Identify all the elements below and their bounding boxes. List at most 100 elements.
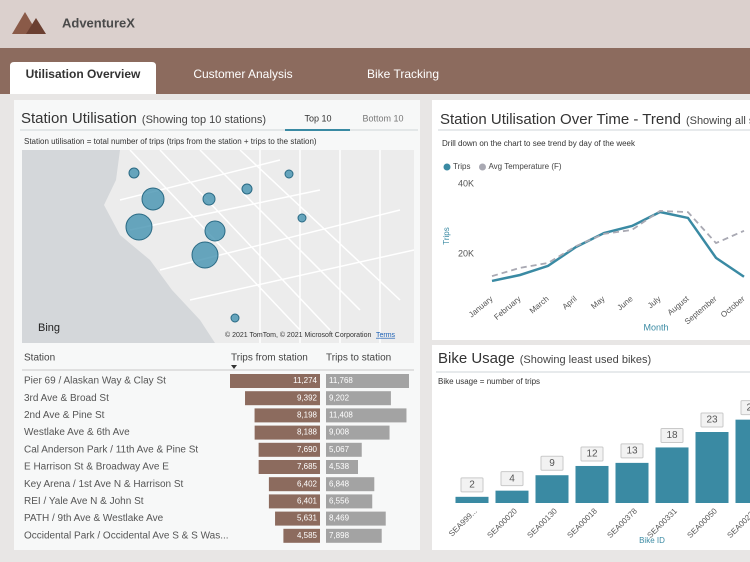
bar — [575, 465, 609, 503]
data-label: 12 — [586, 449, 598, 460]
bar — [326, 460, 359, 474]
bar-label: 9,202 — [329, 393, 350, 402]
bar — [326, 528, 382, 543]
column-header[interactable]: Trips from station — [231, 353, 308, 364]
bar — [326, 442, 362, 457]
bar-label: 7,685 — [297, 462, 318, 471]
bar — [455, 496, 489, 503]
data-label: 9 — [549, 458, 555, 469]
bar — [655, 447, 689, 503]
station-name: Pier 69 / Alaskan Way & Clay St — [24, 376, 166, 387]
bar-label: 8,198 — [297, 411, 318, 420]
bar-label: 5,631 — [297, 514, 318, 523]
panel — [432, 100, 750, 340]
data-label: 2 — [469, 479, 475, 490]
bar — [258, 460, 320, 474]
x-axis-title: Bike ID — [639, 536, 665, 545]
bar — [275, 511, 320, 526]
bar-label: 8,469 — [329, 514, 350, 523]
map-terms[interactable]: Terms — [376, 332, 396, 339]
data-label: 23 — [706, 415, 718, 426]
data-label: 18 — [666, 430, 678, 441]
bar — [258, 442, 320, 457]
station-name: REI / Yale Ave N & John St — [24, 496, 144, 507]
bar — [615, 462, 649, 503]
bar — [326, 511, 386, 526]
legend-marker — [478, 163, 486, 171]
logo — [26, 18, 46, 34]
series-line — [491, 210, 745, 283]
tab[interactable]: Customer Analysis — [193, 67, 292, 81]
data-label-box — [540, 455, 564, 471]
bar — [326, 408, 407, 423]
bar — [245, 391, 320, 406]
bar — [495, 490, 529, 503]
column-header[interactable]: Trips to station — [326, 353, 391, 364]
panel-subtitle: (Showing least used bikes) — [520, 354, 651, 366]
bar — [326, 374, 409, 388]
bar-label: 11,274 — [293, 376, 317, 385]
legend-label: Avg Temperature (F) — [488, 162, 561, 171]
bar — [268, 494, 320, 509]
bar — [254, 425, 320, 440]
tab[interactable]: Bike Tracking — [367, 67, 439, 81]
panel-title: Station Utilisation Over Time - Trend — [440, 111, 681, 128]
map-water — [22, 150, 215, 343]
panel-subtitle: (Showing top 10 stations) — [142, 114, 266, 126]
bar-label: 6,402 — [297, 479, 318, 488]
active-tab[interactable] — [10, 62, 156, 94]
station-name: Occidental Park / Occidental Ave S & S W… — [24, 530, 229, 541]
map-logo: Bing — [38, 322, 60, 334]
bar-label: 8,188 — [297, 428, 318, 437]
brand: AdventureX — [62, 15, 135, 30]
station-name: Westlake Ave & 6th Ave — [24, 427, 130, 438]
bar-label: 6,556 — [329, 497, 350, 506]
bar — [695, 432, 729, 503]
data-label-box — [660, 427, 684, 443]
station-name: 3rd Ave & Broad St — [24, 393, 109, 404]
bar-label: 5,067 — [329, 445, 350, 454]
toggle[interactable]: Top 10 — [304, 113, 331, 123]
bar — [326, 391, 391, 406]
x-axis-title: Month — [643, 322, 668, 332]
panel-subtitle: (Showing all selecte — [686, 115, 750, 127]
bar — [535, 475, 569, 503]
bar-label: 4,538 — [329, 462, 350, 471]
station-table: Pier 69 / Alaskan Way & Clay St 11,274 11,… — [24, 374, 409, 543]
panel-title: Station Utilisation — [21, 110, 137, 127]
legend-label: Trips — [453, 162, 470, 171]
station-name: PATH / 9th Ave & Westlake Ave — [24, 513, 164, 524]
bar-label: 7,898 — [329, 531, 350, 540]
legend-marker — [443, 163, 451, 171]
toggle[interactable]: Bottom 10 — [362, 113, 403, 123]
series-line — [491, 209, 745, 278]
column-header: Station — [24, 353, 55, 364]
y-tick-label: 40K — [458, 178, 474, 188]
data-label: 4 — [509, 473, 515, 484]
bar-label: 9,392 — [297, 393, 318, 402]
bar — [735, 419, 750, 503]
bar — [283, 528, 320, 543]
data-label-box — [460, 477, 484, 493]
map-bubbles — [125, 167, 307, 323]
map-copyright: © 2021 TomTom, © 2021 Microsoft Corporat… — [225, 331, 371, 339]
station-name: E Harrison St & Broadway Ave E — [24, 462, 169, 473]
station-name: 2nd Ave & Pine St — [24, 410, 105, 421]
map[interactable]: Bing © 2021 TomTom, © 2021 Microsoft Cor… — [22, 149, 415, 343]
note: Bike usage = number of trips — [438, 377, 540, 386]
bar-label: 6,848 — [329, 479, 350, 488]
note: Station utilisation = total number of tr… — [24, 137, 317, 146]
y-tick-label: 20K — [458, 248, 474, 258]
note: Drill down on the chart to see trend by … — [442, 139, 636, 148]
data-label-box — [500, 471, 524, 487]
bar — [254, 408, 320, 423]
data-label-box — [700, 412, 724, 428]
data-label: 27 — [746, 402, 750, 413]
bar-label: 11,408 — [329, 411, 353, 420]
bar — [230, 374, 320, 388]
tab[interactable]: Utilisation Overview — [26, 67, 141, 81]
header-bar — [0, 0, 750, 48]
sort-icon — [231, 365, 237, 369]
bar-label: 9,008 — [329, 428, 350, 437]
